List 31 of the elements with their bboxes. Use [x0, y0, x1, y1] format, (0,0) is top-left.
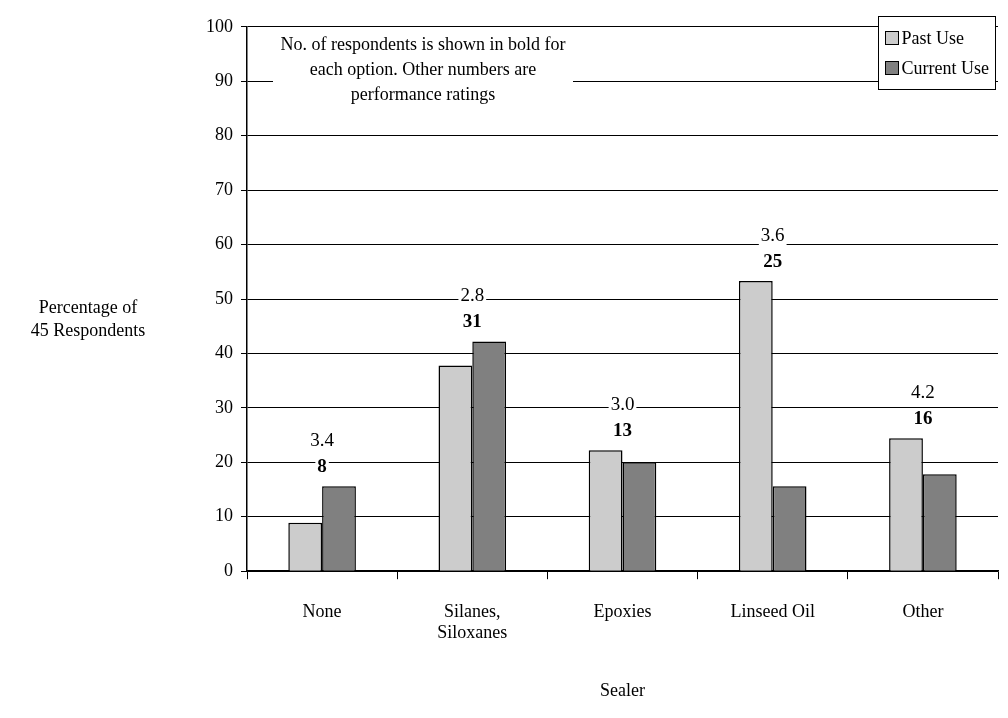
x-tick-label: Other — [902, 600, 944, 621]
annotation: 16 — [913, 407, 933, 429]
annotation: 8 — [317, 455, 327, 477]
annotation: 3.0 — [610, 393, 635, 415]
y-tick-label: 60 — [215, 233, 233, 254]
annotation: 25 — [763, 250, 783, 272]
annotation: 4.2 — [911, 381, 935, 403]
annotation: 2.8 — [460, 284, 485, 306]
annotation: 31 — [462, 310, 482, 332]
y-tick-label: 40 — [215, 342, 233, 363]
legend-label: Current Use — [901, 57, 989, 80]
y-tick-label: 30 — [215, 396, 233, 417]
x-tick-label: Epoxies — [593, 600, 652, 621]
x-axis-title: Sealer — [600, 679, 645, 700]
annotation: No. of respondents is shown in bold for each option. Other numbers are performance ratings — [273, 32, 573, 107]
legend-label: Past Use — [901, 27, 965, 50]
y-tick-label: 0 — [224, 559, 233, 580]
annotation: 3.4 — [310, 429, 335, 451]
y-tick-label: 80 — [215, 124, 233, 145]
y-tick-label: 20 — [215, 451, 233, 472]
x-tick-label: None — [302, 600, 342, 621]
annotation: 3.6 — [760, 224, 785, 246]
y-tick-label: 10 — [215, 505, 233, 526]
y-tick-label: 100 — [206, 15, 233, 36]
y-axis-title: Percentage of 45 Respondents — [29, 296, 147, 342]
x-tick-label: Linseed Oil — [730, 600, 815, 621]
y-tick-label: 70 — [215, 178, 233, 199]
x-tick-label: Silanes, Siloxanes — [437, 600, 508, 643]
y-tick-label: 90 — [215, 69, 233, 90]
annotation: 13 — [613, 419, 632, 441]
y-tick-label: 50 — [215, 287, 233, 308]
